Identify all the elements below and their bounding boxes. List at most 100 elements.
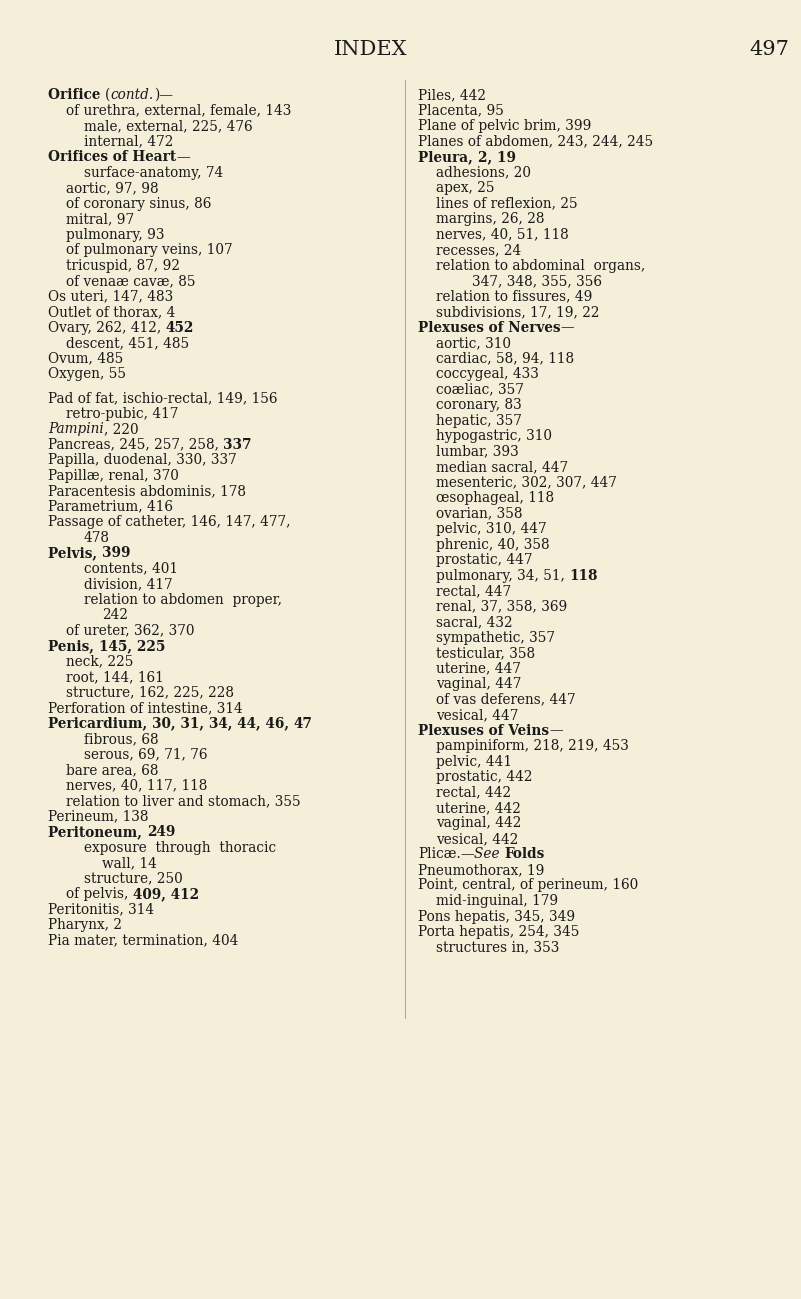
Text: Passage of catheter, 146, 147, 477,: Passage of catheter, 146, 147, 477, <box>48 514 291 529</box>
Text: 337: 337 <box>223 438 252 452</box>
Text: of coronary sinus, 86: of coronary sinus, 86 <box>66 196 211 210</box>
Text: mesenteric, 302, 307, 447: mesenteric, 302, 307, 447 <box>436 475 617 490</box>
Text: margins, 26, 28: margins, 26, 28 <box>436 212 545 226</box>
Text: 497: 497 <box>749 40 789 58</box>
Text: Oxygen, 55: Oxygen, 55 <box>48 368 126 381</box>
Text: Pharynx, 2: Pharynx, 2 <box>48 918 122 931</box>
Text: contents, 401: contents, 401 <box>84 561 178 575</box>
Text: Piles, 442: Piles, 442 <box>418 88 486 103</box>
Text: sympathetic, 357: sympathetic, 357 <box>436 630 555 644</box>
Text: relation to abdominal  organs,: relation to abdominal organs, <box>436 259 646 273</box>
Text: 118: 118 <box>570 569 598 582</box>
Text: vaginal, 442: vaginal, 442 <box>436 817 521 830</box>
Text: Pelvis,: Pelvis, <box>48 546 102 560</box>
Text: relation to fissures, 49: relation to fissures, 49 <box>436 290 593 304</box>
Text: testicular, 358: testicular, 358 <box>436 646 535 660</box>
Text: 242: 242 <box>102 608 128 622</box>
Text: Papilla, duodenal, 330, 337: Papilla, duodenal, 330, 337 <box>48 453 237 468</box>
Text: nerves, 40, 51, 118: nerves, 40, 51, 118 <box>436 227 569 242</box>
Text: tricuspid, 87, 92: tricuspid, 87, 92 <box>66 259 180 273</box>
Text: prostatic, 442: prostatic, 442 <box>436 770 533 785</box>
Text: Papillæ, renal, 370: Papillæ, renal, 370 <box>48 469 179 482</box>
Text: Plane of pelvic brim, 399: Plane of pelvic brim, 399 <box>418 120 591 132</box>
Text: phrenic, 40, 358: phrenic, 40, 358 <box>436 538 549 552</box>
Text: )—: )— <box>154 88 173 103</box>
Text: Pons hepatis, 345, 349: Pons hepatis, 345, 349 <box>418 909 575 924</box>
Text: pulmonary, 34, 51,: pulmonary, 34, 51, <box>436 569 570 582</box>
Text: Pleura,: Pleura, <box>418 149 477 164</box>
Text: Peritoneum,: Peritoneum, <box>48 825 147 839</box>
Text: nerves, 40, 117, 118: nerves, 40, 117, 118 <box>66 778 207 792</box>
Text: relation to liver and stomach, 355: relation to liver and stomach, 355 <box>66 794 300 808</box>
Text: vesical, 447: vesical, 447 <box>436 708 518 722</box>
Text: exposure  through  thoracic: exposure through thoracic <box>84 840 276 855</box>
Text: ovarian, 358: ovarian, 358 <box>436 507 522 521</box>
Text: uterine, 447: uterine, 447 <box>436 661 521 675</box>
Text: mitral, 97: mitral, 97 <box>66 212 134 226</box>
Text: rectal, 442: rectal, 442 <box>436 786 511 799</box>
Text: (: ( <box>105 88 111 103</box>
Text: Pad of fat, ischio-rectal, 149, 156: Pad of fat, ischio-rectal, 149, 156 <box>48 391 277 405</box>
Text: , 220: , 220 <box>104 422 139 436</box>
Text: division, 417: division, 417 <box>84 577 173 591</box>
Text: of venaæ cavæ, 85: of venaæ cavæ, 85 <box>66 274 195 288</box>
Text: Pneumothorax, 19: Pneumothorax, 19 <box>418 863 545 877</box>
Text: bare area, 68: bare area, 68 <box>66 763 159 777</box>
Text: 347, 348, 355, 356: 347, 348, 355, 356 <box>472 274 602 288</box>
Text: Parametrium, 416: Parametrium, 416 <box>48 500 173 513</box>
Text: Peritonitis, 314: Peritonitis, 314 <box>48 903 154 917</box>
Text: Perforation of intestine, 314: Perforation of intestine, 314 <box>48 701 243 714</box>
Text: œsophageal, 118: œsophageal, 118 <box>436 491 554 505</box>
Text: lumbar, 393: lumbar, 393 <box>436 444 519 459</box>
Text: pampiniform, 218, 219, 453: pampiniform, 218, 219, 453 <box>436 739 629 753</box>
Text: median sacral, 447: median sacral, 447 <box>436 460 568 474</box>
Text: root, 144, 161: root, 144, 161 <box>66 670 163 685</box>
Text: Plexuses of Nerves: Plexuses of Nerves <box>418 321 561 335</box>
Text: uterine, 442: uterine, 442 <box>436 801 521 814</box>
Text: surface-anatomy, 74: surface-anatomy, 74 <box>84 165 223 179</box>
Text: vaginal, 447: vaginal, 447 <box>436 677 521 691</box>
Text: neck, 225: neck, 225 <box>66 655 134 669</box>
Text: —: — <box>561 321 574 335</box>
Text: apex, 25: apex, 25 <box>436 181 494 195</box>
Text: lines of reflexion, 25: lines of reflexion, 25 <box>436 196 578 210</box>
Text: 249: 249 <box>147 825 175 839</box>
Text: Plexuses of Veins: Plexuses of Veins <box>418 724 549 738</box>
Text: —: — <box>176 149 190 164</box>
Text: Pancreas, 245, 257, 258,: Pancreas, 245, 257, 258, <box>48 438 223 452</box>
Text: 452: 452 <box>166 321 194 335</box>
Text: wall, 14: wall, 14 <box>102 856 157 870</box>
Text: 145, 225: 145, 225 <box>99 639 165 653</box>
Text: subdivisions, 17, 19, 22: subdivisions, 17, 19, 22 <box>436 305 599 320</box>
Text: Planes of abdomen, 243, 244, 245: Planes of abdomen, 243, 244, 245 <box>418 135 653 148</box>
Text: Orifice: Orifice <box>48 88 105 103</box>
Text: vesical, 442: vesical, 442 <box>436 831 518 846</box>
Text: Pia mater, termination, 404: Pia mater, termination, 404 <box>48 934 239 947</box>
Text: sacral, 432: sacral, 432 <box>436 614 513 629</box>
Text: 409, 412: 409, 412 <box>133 887 199 902</box>
Text: pulmonary, 93: pulmonary, 93 <box>66 227 164 242</box>
Text: serous, 69, 71, 76: serous, 69, 71, 76 <box>84 747 207 761</box>
Text: structure, 250: structure, 250 <box>84 872 183 886</box>
Text: 30, 31, 34, 44, 46,: 30, 31, 34, 44, 46, <box>152 717 294 730</box>
Text: of urethra, external, female, 143: of urethra, external, female, 143 <box>66 104 292 117</box>
Text: Point, central, of perineum, 160: Point, central, of perineum, 160 <box>418 878 638 892</box>
Text: renal, 37, 358, 369: renal, 37, 358, 369 <box>436 600 567 613</box>
Text: 478: 478 <box>84 530 110 544</box>
Text: INDEX: INDEX <box>334 40 407 58</box>
Text: structures in, 353: structures in, 353 <box>436 940 559 955</box>
Text: Perineum, 138: Perineum, 138 <box>48 809 148 824</box>
Text: descent, 451, 485: descent, 451, 485 <box>66 336 189 349</box>
Text: contd.: contd. <box>111 88 154 103</box>
Text: Ovum, 485: Ovum, 485 <box>48 352 123 365</box>
Text: aortic, 310: aortic, 310 <box>436 336 511 349</box>
Text: Placenta, 95: Placenta, 95 <box>418 104 504 117</box>
Text: coæliac, 357: coæliac, 357 <box>436 382 524 396</box>
Text: adhesions, 20: adhesions, 20 <box>436 165 531 179</box>
Text: aortic, 97, 98: aortic, 97, 98 <box>66 181 159 195</box>
Text: mid-inguinal, 179: mid-inguinal, 179 <box>436 894 558 908</box>
Text: Plicæ.: Plicæ. <box>418 847 461 861</box>
Text: Pampini: Pampini <box>48 422 104 436</box>
Text: of pelvis,: of pelvis, <box>66 887 133 902</box>
Text: coronary, 83: coronary, 83 <box>436 397 521 412</box>
